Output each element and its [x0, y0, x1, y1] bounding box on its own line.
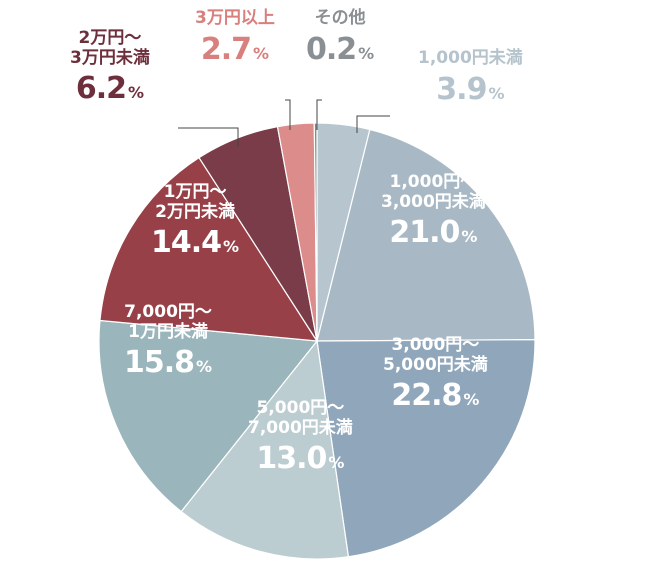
- slice-label-8: 3万円以上 2.7%: [195, 8, 275, 67]
- slice-value-2: 21.0: [389, 215, 460, 251]
- percent-unit: %: [328, 453, 345, 473]
- pie-slice-6: [99, 156, 319, 342]
- slice-value-8: 2.7: [200, 31, 252, 67]
- pie-slice-3: [316, 339, 536, 558]
- slice-label-9: その他 0.2%: [306, 8, 375, 67]
- pie-slice-4: [180, 339, 350, 560]
- slice-category-3: 3,000円〜 5,000円未満: [383, 335, 488, 375]
- slice-value-6: 14.4: [151, 225, 222, 261]
- slice-value-9: 0.2: [306, 31, 357, 67]
- slice-category-9: その他: [314, 8, 366, 28]
- leader-line-8: [285, 99, 291, 130]
- percent-unit: %: [488, 83, 505, 103]
- slice-label-4: 5,000円〜 7,000円未満 13.0%: [248, 398, 353, 477]
- leader-line-9: [316, 99, 322, 130]
- leader-line-7: [178, 127, 239, 147]
- percent-unit: %: [223, 237, 240, 257]
- percent-unit: %: [252, 43, 270, 63]
- slice-label-3: 3,000円〜 5,000円未満 22.8%: [383, 335, 488, 414]
- slice-value-1: 3.9: [436, 71, 487, 107]
- percent-unit: %: [358, 43, 375, 63]
- leader-line-1: [356, 115, 390, 133]
- slice-value-3: 22.8: [391, 378, 462, 414]
- slice-label-5: 7,000円〜 1万円未満 15.8%: [124, 302, 213, 381]
- slice-value-4: 13.0: [256, 441, 327, 477]
- slice-category-4: 5,000円〜 7,000円未満: [248, 398, 353, 438]
- slice-category-5: 7,000円〜 1万円未満: [124, 302, 212, 342]
- slice-category-7: 2万円〜 3万円未満: [70, 28, 150, 68]
- percent-unit: %: [196, 357, 213, 377]
- slice-category-1: 1,000円未満: [418, 48, 523, 68]
- slice-category-6: 1万円〜 2万円未満: [155, 182, 235, 222]
- slice-category-8: 3万円以上: [195, 8, 275, 28]
- percent-unit: %: [461, 227, 478, 247]
- slice-value-7: 6.2: [75, 71, 127, 107]
- slice-category-2: 1,000円〜 3,000円未満: [381, 172, 486, 212]
- pie-slice-5: [98, 319, 319, 513]
- slice-value-5: 15.8: [124, 345, 195, 381]
- slice-label-7: 2万円〜 3万円未満 6.2%: [70, 28, 150, 107]
- percent-unit: %: [127, 83, 145, 103]
- slice-label-2: 1,000円〜 3,000円未満 21.0%: [381, 172, 486, 251]
- percent-unit: %: [463, 390, 480, 410]
- slice-label-1: 1,000円未満 3.9%: [418, 48, 523, 107]
- pie-slice-2: [316, 128, 536, 342]
- slice-label-6: 1万円〜 2万円未満 14.4%: [151, 182, 240, 261]
